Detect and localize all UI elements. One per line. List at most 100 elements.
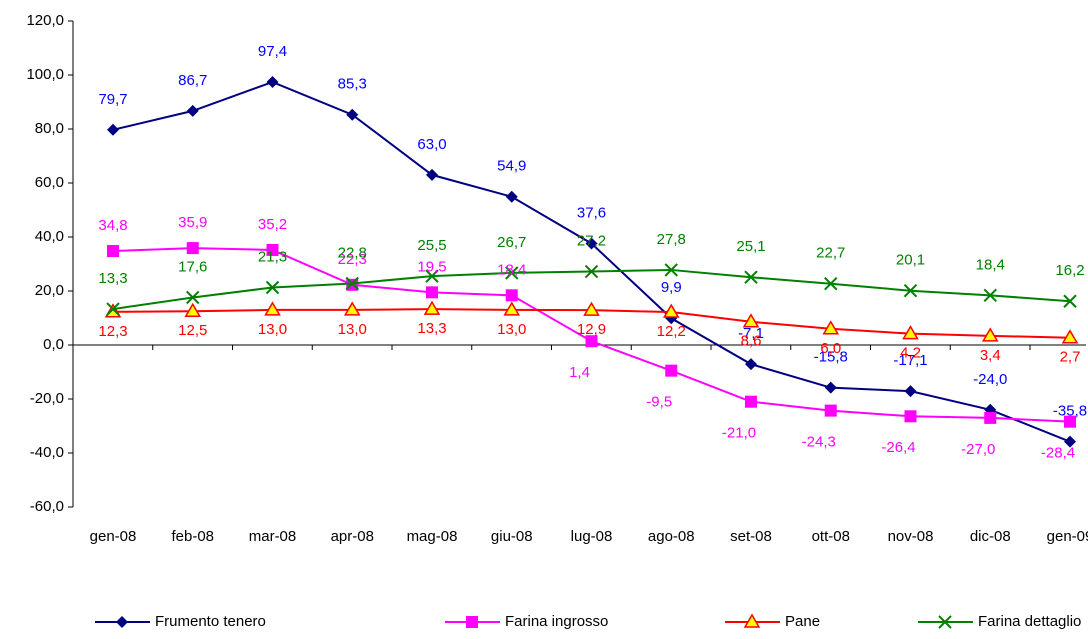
data-point (981, 327, 999, 342)
data-point (425, 269, 439, 283)
data-point (745, 395, 757, 408)
data-label: 12,9 (577, 321, 606, 338)
data-point (505, 266, 519, 280)
data-label: 21,3 (258, 248, 287, 265)
data-point (664, 263, 678, 277)
data-label: 16,2 (1055, 262, 1084, 279)
legend-marker (116, 616, 128, 628)
data-label: 25,5 (417, 237, 446, 254)
y-tick-label: -20,0 (30, 390, 64, 407)
data-label: 34,8 (98, 217, 127, 234)
data-point (824, 381, 837, 394)
data-point (346, 108, 359, 121)
data-label: 19,5 (417, 258, 446, 275)
data-label: 18,4 (976, 256, 1005, 273)
x-tick-label: ott-08 (812, 528, 850, 545)
data-label: 12,3 (98, 323, 127, 340)
data-label: 20,1 (896, 252, 925, 269)
data-label: 13,3 (98, 270, 127, 287)
data-label: 2,7 (1060, 349, 1081, 366)
data-point (426, 168, 438, 181)
data-label: 9,9 (661, 279, 682, 296)
data-point (107, 123, 119, 136)
data-point (505, 289, 518, 302)
y-tick-label: 40,0 (35, 228, 64, 245)
x-tick-label: mag-08 (407, 528, 458, 545)
data-point (503, 301, 521, 316)
data-point (744, 270, 758, 284)
legend-label: Farina ingrosso (505, 613, 608, 630)
y-tick-label: 80,0 (35, 120, 64, 137)
data-point (904, 410, 917, 423)
x-tick-label: lug-08 (571, 528, 613, 545)
data-point (824, 277, 838, 291)
data-point (585, 237, 598, 250)
legend-item: Pane (725, 613, 820, 630)
legend-item: Frumento tenero (95, 613, 266, 630)
y-tick-label: -40,0 (30, 444, 64, 461)
data-label: -26,4 (881, 439, 915, 456)
data-point (1063, 294, 1077, 308)
data-point (184, 302, 202, 317)
data-label: 37,6 (577, 204, 606, 221)
data-label: 22,8 (338, 244, 367, 261)
data-label: 3,4 (980, 347, 1001, 364)
data-label: 13,0 (258, 321, 287, 338)
x-tick-label: nov-08 (888, 528, 934, 545)
data-label: -9,5 (646, 394, 672, 411)
data-point (423, 300, 441, 315)
data-label: -28,4 (1041, 445, 1075, 462)
x-tick-label: gen-08 (90, 528, 137, 545)
data-label: 97,4 (258, 43, 287, 60)
data-label: 54,9 (497, 158, 526, 175)
data-point (265, 280, 280, 295)
data-point (824, 404, 837, 417)
data-label: 22,7 (816, 245, 845, 262)
legend-item: Farina dettaglio (918, 613, 1081, 630)
data-label: 79,7 (98, 91, 127, 108)
data-label: 25,1 (736, 238, 765, 255)
data-point (903, 284, 918, 298)
data-point (585, 335, 598, 348)
data-label: 85,3 (338, 76, 367, 93)
x-tick-label: apr-08 (331, 528, 374, 545)
y-tick-label: -60,0 (30, 498, 64, 515)
data-point (904, 385, 917, 398)
data-label: 13,3 (417, 320, 446, 337)
data-point (583, 301, 600, 316)
x-tick-label: ago-08 (648, 528, 695, 545)
y-tick-label: 120,0 (26, 12, 64, 29)
data-label: -15,8 (814, 349, 848, 366)
data-label: 17,6 (178, 258, 207, 275)
data-point (983, 288, 997, 303)
data-point (266, 76, 279, 89)
data-label: 35,9 (178, 214, 207, 231)
x-tick-label: dic-08 (970, 528, 1011, 545)
data-point (584, 264, 599, 279)
y-tick-label: 60,0 (35, 174, 64, 191)
data-point (186, 104, 199, 117)
data-point (505, 190, 518, 203)
data-label: 8,6 (741, 333, 762, 350)
x-tick-label: giu-08 (491, 528, 533, 545)
data-label: 63,0 (417, 136, 446, 153)
data-label: 13,0 (497, 321, 526, 338)
y-tick-label: 0,0 (43, 336, 64, 353)
data-label: -24,0 (973, 371, 1007, 388)
data-point (107, 245, 119, 258)
data-point (106, 302, 120, 316)
legend-marker (466, 616, 478, 628)
data-label: -7,1 (738, 325, 764, 342)
data-point (902, 325, 919, 340)
legend-label: Pane (785, 613, 820, 630)
data-point (1061, 329, 1079, 344)
data-point (1064, 415, 1076, 428)
legend-item: Farina ingrosso (445, 613, 608, 630)
data-point (266, 243, 279, 256)
data-point (1064, 435, 1076, 448)
data-label: -35,8 (1053, 403, 1087, 420)
x-tick-label: mar-08 (249, 528, 297, 545)
data-point (665, 364, 678, 377)
data-label: 4,2 (900, 345, 921, 362)
